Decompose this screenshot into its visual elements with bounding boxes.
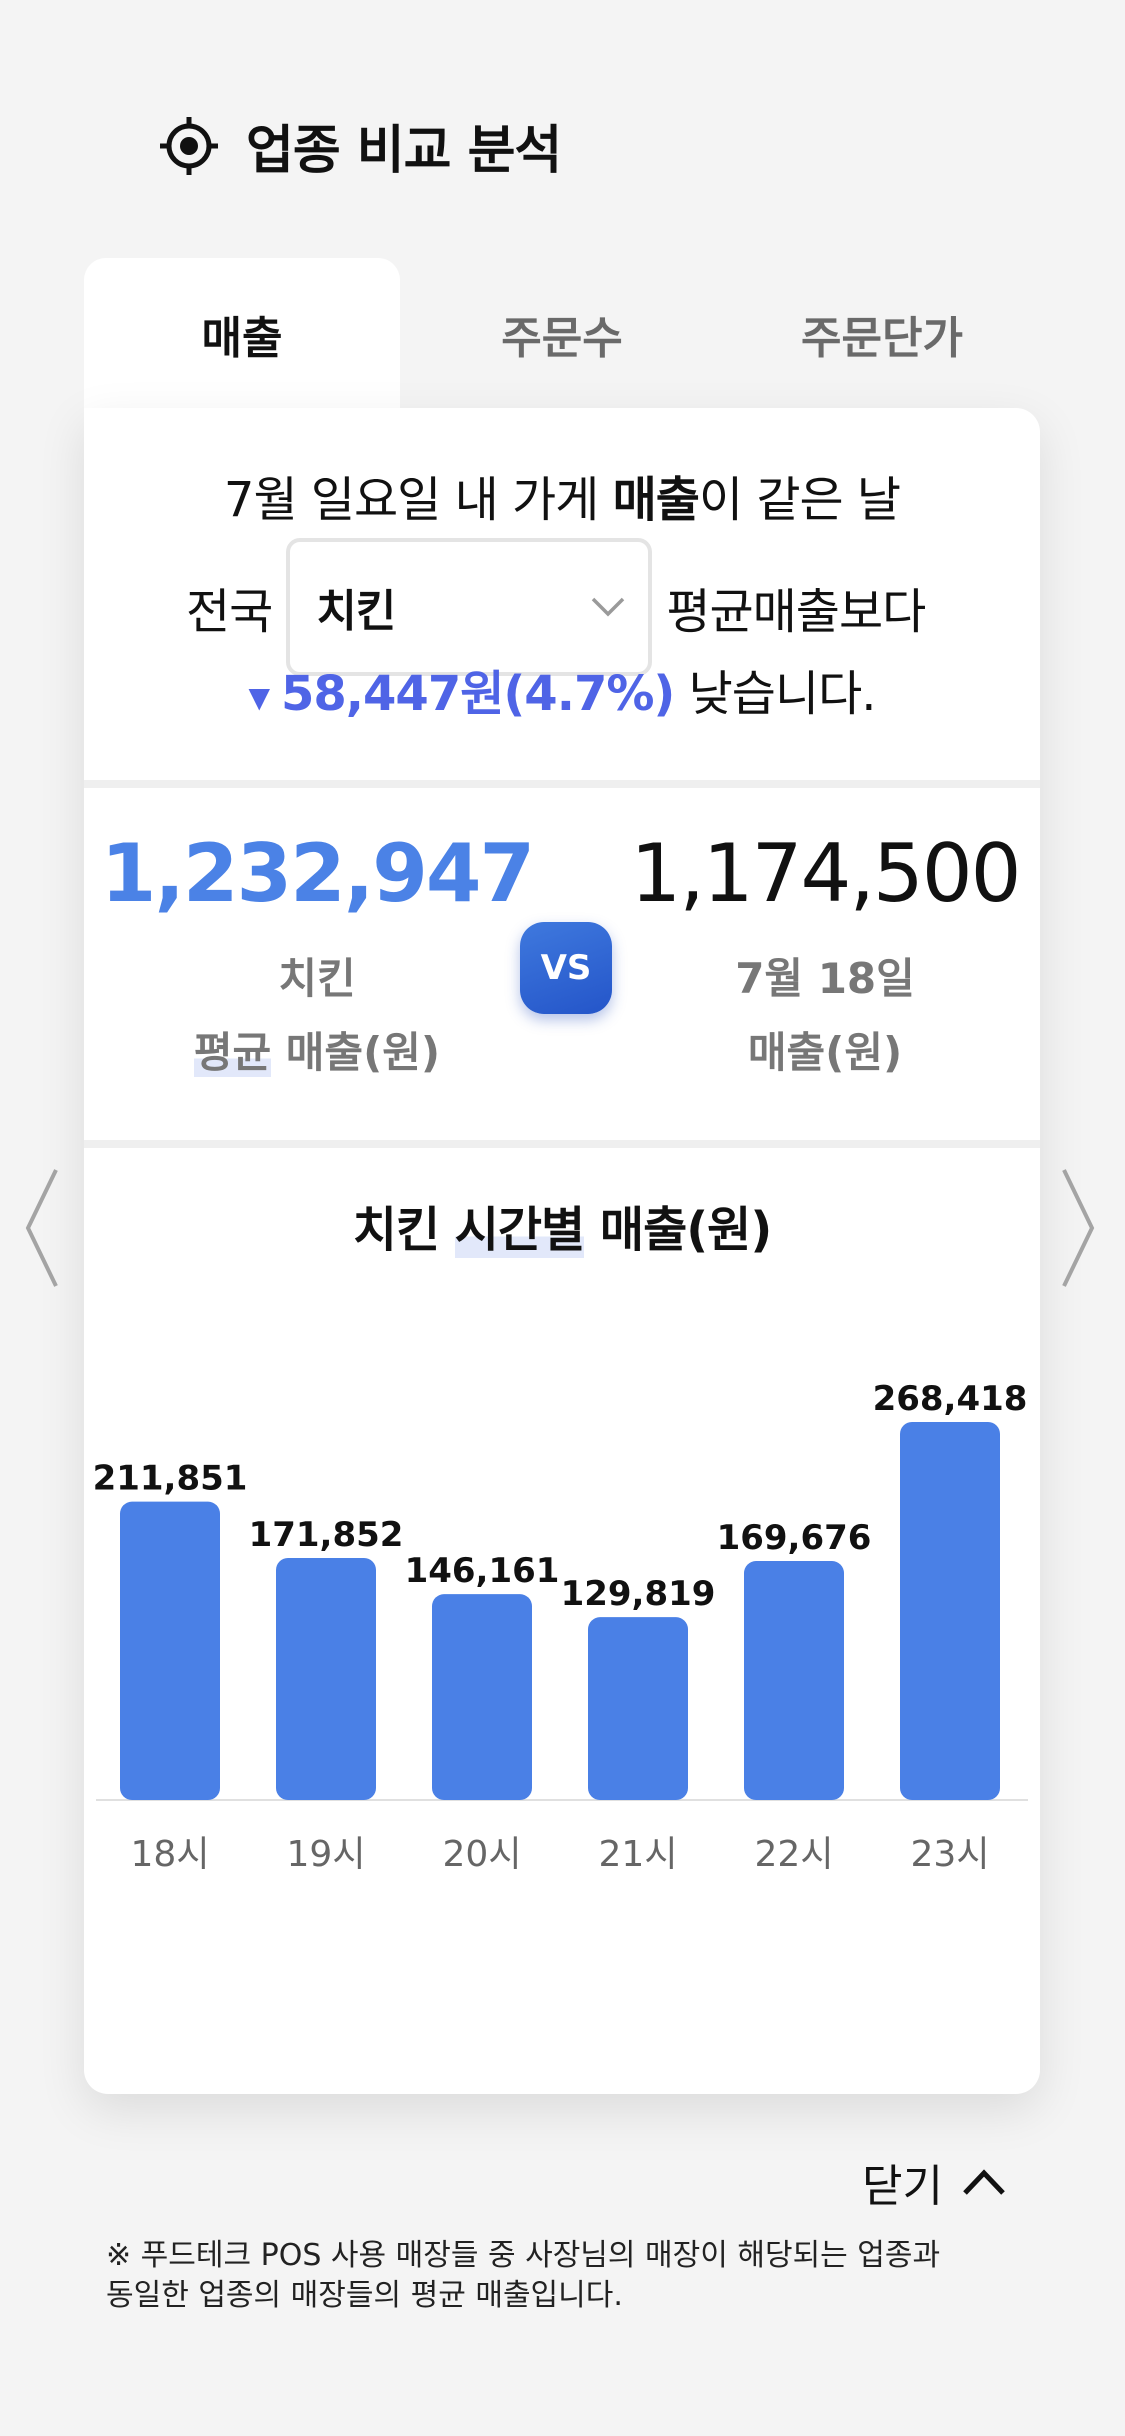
bar-value-label: 129,819: [561, 1574, 716, 1614]
footnote: ※ 푸드테크 POS 사용 매장들 중 사장님의 매장이 해당되는 업종과 동일…: [106, 2236, 1006, 2316]
chart-title-category: 치킨: [352, 1202, 455, 1258]
result-text: 낮습니다.: [688, 666, 877, 722]
bar-value-label: 146,161: [405, 1551, 560, 1591]
close-button[interactable]: 닫기: [862, 2150, 1007, 2214]
average-sales-label: 평균 매출(원): [84, 1016, 550, 1090]
category-average-label: 치킨 평균 매출(원): [84, 942, 550, 1090]
average-word: 평균: [193, 1028, 272, 1077]
chevron-right-icon[interactable]: [1058, 1166, 1098, 1290]
chevron-left-icon[interactable]: [22, 1166, 62, 1290]
summary-line-1: 7월 일요일 내 가게 매출이 같은 날: [84, 460, 1040, 530]
page-header: 업종 비교 분석: [158, 108, 562, 183]
summary-line-2: 전국 치킨 평균매출보다: [186, 538, 926, 676]
sales-unit-word: 매출(원): [271, 1028, 441, 1077]
x-tick-label: 19시: [287, 1834, 366, 1875]
chart-title: 치킨 시간별 매출(원): [84, 1190, 1040, 1260]
summary-section: 7월 일요일 내 가게 매출이 같은 날 전국 치킨 평균매출보다 ▼ 58,44…: [84, 408, 1040, 780]
x-tick-label: 18시: [131, 1834, 210, 1875]
my-store-sales-value: 1,174,500: [630, 827, 1021, 920]
bar-22시: [744, 1561, 844, 1800]
my-store-sales: 1,174,500 7월 18일 매출(원): [610, 824, 1040, 1090]
compare-text: 평균매출보다: [666, 584, 926, 640]
bar-20시: [432, 1594, 532, 1800]
bar-value-label: 169,676: [717, 1518, 872, 1558]
bar-value-label: 171,852: [249, 1515, 404, 1555]
x-tick-label: 23시: [911, 1834, 990, 1875]
my-store-sales-label: 7월 18일 매출(원): [610, 942, 1040, 1090]
comparison-card: 7월 일요일 내 가게 매출이 같은 날 전국 치킨 평균매출보다 ▼ 58,44…: [84, 408, 1040, 2094]
tab-order-unit-price[interactable]: 주문단가: [801, 313, 963, 364]
bar-value-label: 268,418: [873, 1379, 1028, 1419]
my-sales-unit-label: 매출(원): [747, 1028, 903, 1077]
summary-line-3: ▼ 58,447원(4.7%) 낮습니다.: [84, 654, 1040, 724]
summary-suffix: 이 같은 날: [698, 472, 901, 528]
tab-sales[interactable]: 매출: [84, 258, 400, 410]
bar-value-label: 211,851: [93, 1459, 248, 1499]
page-title: 업종 비교 분석: [246, 121, 562, 181]
footnote-line-2: 동일한 업종의 매장들의 평균 매출입니다.: [106, 2278, 623, 2313]
tab-order-count[interactable]: 주문수: [501, 313, 623, 364]
chart-title-unit: 매출(원): [584, 1202, 772, 1258]
bar-23시: [900, 1422, 1000, 1800]
x-tick-label: 20시: [443, 1834, 522, 1875]
target-icon: [160, 116, 218, 175]
bar-19시: [276, 1557, 376, 1800]
category-average: 1,232,947 치킨 평균 매출(원): [84, 824, 550, 1090]
hourly-sales-chart: 211,851 18시 171,852 19시 146,161 20시 129,819 21시…: [93, 1379, 1028, 1875]
bar-18시: [120, 1501, 220, 1800]
divider: [84, 780, 1040, 788]
chevron-up-icon: [963, 2169, 1005, 2195]
category-name-label: 치킨: [278, 954, 356, 1003]
scope-label: 전국: [186, 584, 273, 640]
value-comparison: 1,232,947 치킨 평균 매출(원) VS 1,174,500 7월 18…: [84, 788, 1040, 1140]
date-label: 7월 18일: [735, 954, 915, 1003]
x-tick-label: 21시: [599, 1834, 678, 1875]
x-tick-label: 22시: [755, 1834, 834, 1875]
summary-prefix: 7월 일요일 내 가게: [223, 472, 613, 528]
metric-tabs: 매출 주문수 주문단가: [84, 258, 1040, 410]
bar-21시: [588, 1617, 688, 1800]
difference-value: 58,447원(4.7%): [280, 666, 675, 722]
category-select-value: 치킨: [316, 586, 396, 637]
category-average-value: 1,232,947: [100, 827, 535, 920]
footnote-line-1: ※ 푸드테크 POS 사용 매장들 중 사장님의 매장이 해당되는 업종과: [106, 2238, 941, 2273]
chart-title-hourly: 시간별: [454, 1202, 585, 1258]
close-label: 닫기: [862, 2161, 943, 2212]
vs-badge: VS: [520, 922, 612, 1014]
triangle-down-icon: ▼: [248, 680, 270, 714]
divider: [84, 1140, 1040, 1148]
summary-metric: 매출: [612, 472, 700, 528]
chevron-down-icon: [592, 597, 625, 617]
category-select[interactable]: 치킨: [286, 538, 653, 676]
